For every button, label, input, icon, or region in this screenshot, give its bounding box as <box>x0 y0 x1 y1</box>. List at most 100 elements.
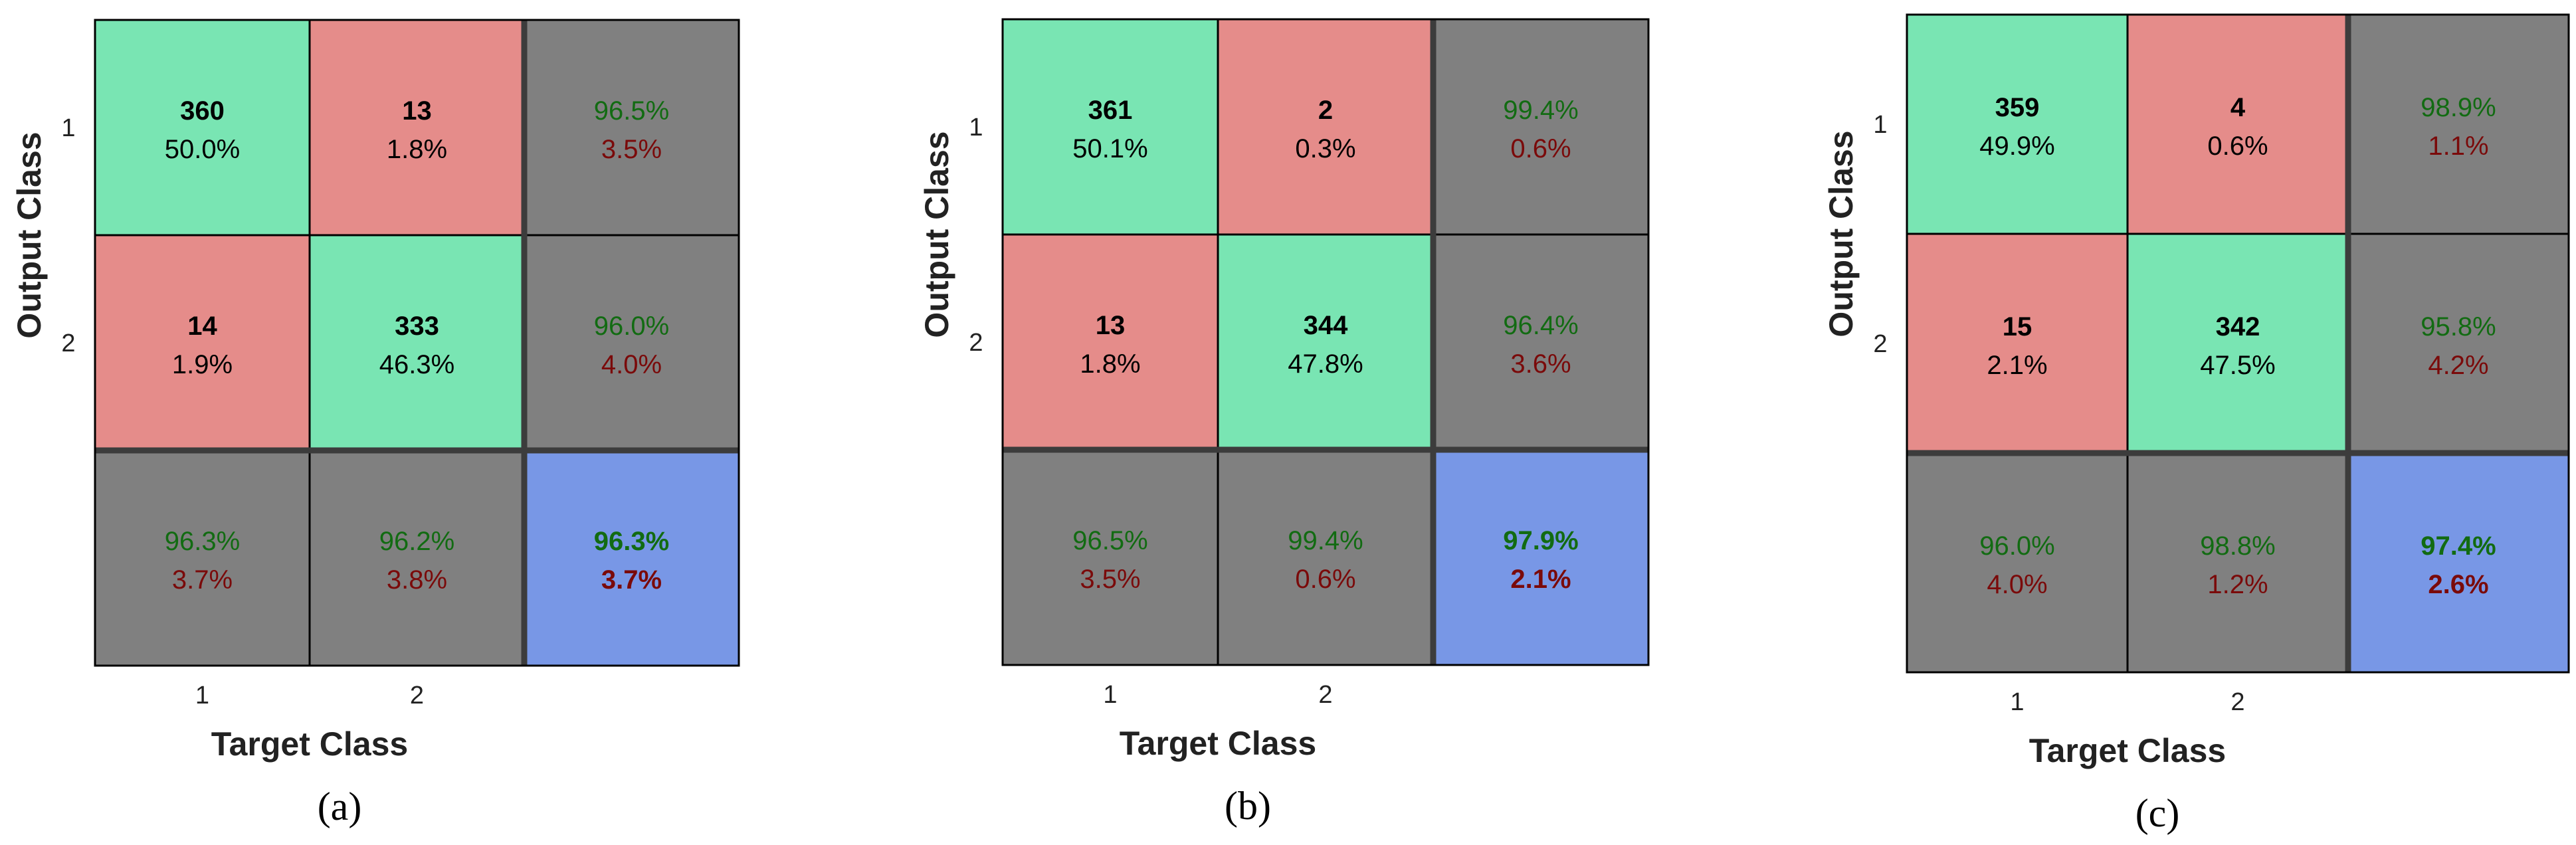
correct-cell <box>94 19 311 236</box>
correct-cell <box>1001 18 1219 236</box>
cell-count: 2 <box>1318 96 1333 125</box>
cell-percent: 1.8% <box>1080 349 1140 379</box>
cell-percent: 47.5% <box>2200 351 2275 380</box>
cell-count: 344 <box>1304 311 1348 340</box>
row-precision-value: 96.4% <box>1503 311 1578 340</box>
cell-count: 14 <box>187 312 217 341</box>
correct-cell <box>1217 233 1435 451</box>
correct-cell <box>2126 233 2349 454</box>
panel-caption: (c) <box>2135 791 2180 835</box>
cell-count: 360 <box>180 96 225 126</box>
confusion-matrix-svg: 360 50.0% 13 1.8% 96.5% 3.5% 14 1.9% 333 46.3% 96.… <box>11 19 740 828</box>
y-tick-label: 2 <box>1873 330 1887 358</box>
row-precision-value: 98.9% <box>2421 93 2496 122</box>
y-axis-label: Output Class <box>918 131 955 337</box>
column-recall-value: 96.3% <box>165 527 240 556</box>
cell-percent: 46.3% <box>379 350 454 379</box>
y-tick-label: 2 <box>61 329 75 357</box>
y-axis-label: Output Class <box>11 132 48 338</box>
matrix-border <box>94 19 740 667</box>
panel-caption: (b) <box>1225 784 1271 828</box>
cell-percent: 2.1% <box>1987 351 2047 380</box>
overall-accuracy-value: 97.4% <box>2421 531 2496 561</box>
row-error-value: 3.6% <box>1510 349 1571 379</box>
row-summary-cell <box>2347 233 2570 454</box>
column-summary-cell <box>1217 448 1435 666</box>
cell-percent: 0.6% <box>2207 132 2268 161</box>
row-summary-cell <box>2347 13 2570 235</box>
column-recall-value: 98.8% <box>2200 531 2275 561</box>
incorrect-cell <box>94 234 311 452</box>
cell-percent: 50.0% <box>165 135 240 164</box>
x-tick-label: 2 <box>410 682 424 709</box>
row-precision-value: 96.0% <box>594 312 669 341</box>
correct-cell <box>308 234 526 452</box>
cell-count: 15 <box>2003 312 2032 341</box>
column-summary-cell <box>1906 452 2129 674</box>
incorrect-cell <box>1001 233 1219 451</box>
cell-count: 4 <box>2230 93 2246 122</box>
row-summary-cell <box>523 234 740 452</box>
column-recall-value: 96.5% <box>1072 526 1147 555</box>
confusion-matrix-panel-a: 360 50.0% 13 1.8% 96.5% 3.5% 14 1.9% 333 46.3% 96.… <box>0 0 831 845</box>
column-error-value: 3.5% <box>1080 565 1140 594</box>
panel-caption: (a) <box>318 785 362 828</box>
incorrect-cell <box>2126 13 2349 235</box>
correct-cell <box>1906 13 2129 235</box>
overall-accuracy-value: 97.9% <box>1503 526 1578 555</box>
row-summary-cell <box>1432 18 1650 236</box>
column-error-value: 1.2% <box>2207 570 2268 599</box>
y-tick-label: 2 <box>969 329 983 357</box>
column-summary-cell <box>1001 448 1219 666</box>
cell-percent: 49.9% <box>1979 132 2054 161</box>
row-error-value: 1.1% <box>2428 132 2488 161</box>
row-summary-cell <box>1432 233 1650 451</box>
cell-percent: 47.8% <box>1288 349 1363 379</box>
overall-accuracy-cell <box>1432 448 1650 666</box>
x-tick-label: 2 <box>2230 688 2244 716</box>
confusion-matrix-panel-b: 361 50.1% 2 0.3% 99.4% 0.6% 13 1.8% 344 47.8% 96.4… <box>864 0 1694 845</box>
row-precision-value: 99.4% <box>1503 96 1578 125</box>
x-axis-label: Target Class <box>211 725 408 763</box>
x-tick-label: 1 <box>1103 681 1117 709</box>
cell-percent: 1.9% <box>172 350 233 379</box>
y-tick-label: 1 <box>1873 111 1887 139</box>
x-tick-label: 1 <box>2010 688 2024 716</box>
cell-count: 333 <box>395 312 439 341</box>
overall-accuracy-value: 96.3% <box>594 527 669 556</box>
confusion-matrix-svg: 361 50.1% 2 0.3% 99.4% 0.6% 13 1.8% 344 47.8% 96.4… <box>918 18 1650 828</box>
overall-error-value: 3.7% <box>601 565 662 595</box>
column-recall-value: 99.4% <box>1288 526 1363 555</box>
column-error-value: 0.6% <box>1295 565 1355 594</box>
column-error-value: 3.8% <box>387 565 447 595</box>
row-error-value: 3.5% <box>601 135 662 164</box>
column-summary-cell <box>2126 452 2349 674</box>
y-tick-label: 1 <box>61 114 75 142</box>
column-error-value: 4.0% <box>1987 570 2047 599</box>
column-error-value: 3.7% <box>172 565 233 595</box>
column-recall-value: 96.0% <box>1979 531 2054 561</box>
confusion-matrix-svg: 359 49.9% 4 0.6% 98.9% 1.1% 15 2.1% 342 47.5% 95.8… <box>1823 13 2570 835</box>
row-error-value: 0.6% <box>1510 134 1571 163</box>
row-precision-value: 96.5% <box>594 96 669 126</box>
cell-count: 361 <box>1088 96 1133 125</box>
cell-percent: 0.3% <box>1295 134 1355 163</box>
cell-percent: 1.8% <box>387 135 447 164</box>
confusion-matrix-panel-c: 359 49.9% 4 0.6% 98.9% 1.1% 15 2.1% 342 47.5% 95.8… <box>1761 0 2576 845</box>
column-summary-cell <box>308 449 526 667</box>
row-error-value: 4.2% <box>2428 351 2488 380</box>
cell-count: 359 <box>1995 93 2040 122</box>
row-precision-value: 95.8% <box>2421 312 2496 341</box>
overall-error-value: 2.1% <box>1510 565 1571 594</box>
matrix-border <box>1001 18 1650 666</box>
y-axis-label: Output Class <box>1823 130 1860 337</box>
overall-error-value: 2.6% <box>2428 570 2488 599</box>
cell-count: 342 <box>2216 312 2260 341</box>
x-axis-label: Target Class <box>1120 725 1316 762</box>
overall-accuracy-cell <box>523 449 740 667</box>
cell-count: 13 <box>1096 311 1126 340</box>
column-summary-cell <box>94 449 311 667</box>
cell-percent: 50.1% <box>1072 134 1147 163</box>
x-axis-label: Target Class <box>2029 732 2226 769</box>
y-tick-label: 1 <box>969 114 983 141</box>
